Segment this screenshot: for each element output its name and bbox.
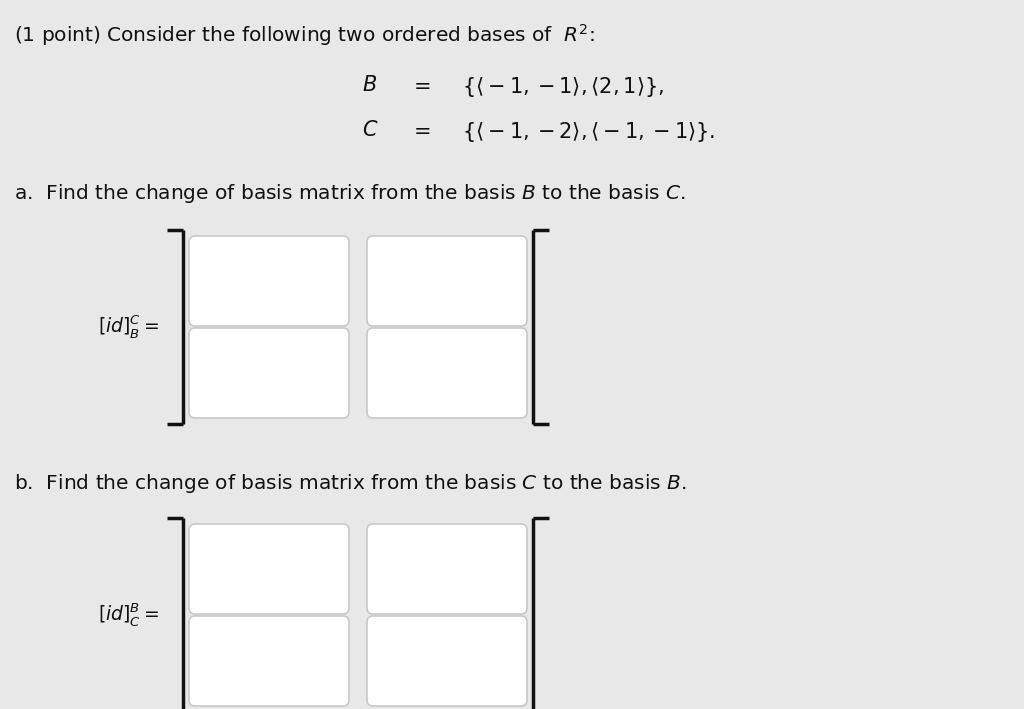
Text: (1 point) Consider the following two ordered bases of  $R^2$:: (1 point) Consider the following two ord…: [14, 22, 595, 48]
Text: $\{\langle -1,-2\rangle , \langle -1,-1\rangle\}.$: $\{\langle -1,-2\rangle , \langle -1,-1\…: [462, 120, 715, 144]
Text: $C$: $C$: [361, 120, 378, 140]
FancyBboxPatch shape: [367, 236, 527, 326]
Text: $B$: $B$: [362, 75, 378, 95]
FancyBboxPatch shape: [367, 328, 527, 418]
Text: $[id]^C_B =$: $[id]^C_B =$: [98, 313, 159, 340]
Text: b.  Find the change of basis matrix from the basis $C$ to the basis $B$.: b. Find the change of basis matrix from …: [14, 472, 686, 495]
FancyBboxPatch shape: [189, 524, 349, 614]
FancyBboxPatch shape: [367, 616, 527, 706]
Text: $\{\langle -1,-1\rangle , \langle 2, 1\rangle\},$: $\{\langle -1,-1\rangle , \langle 2, 1\r…: [462, 75, 665, 99]
FancyBboxPatch shape: [367, 524, 527, 614]
FancyBboxPatch shape: [189, 236, 349, 326]
Text: $[id]^B_C =$: $[id]^B_C =$: [98, 601, 159, 628]
Text: $=$: $=$: [410, 75, 431, 95]
Text: $=$: $=$: [410, 120, 431, 140]
Text: a.  Find the change of basis matrix from the basis $B$ to the basis $C$.: a. Find the change of basis matrix from …: [14, 182, 686, 205]
FancyBboxPatch shape: [189, 328, 349, 418]
FancyBboxPatch shape: [189, 616, 349, 706]
